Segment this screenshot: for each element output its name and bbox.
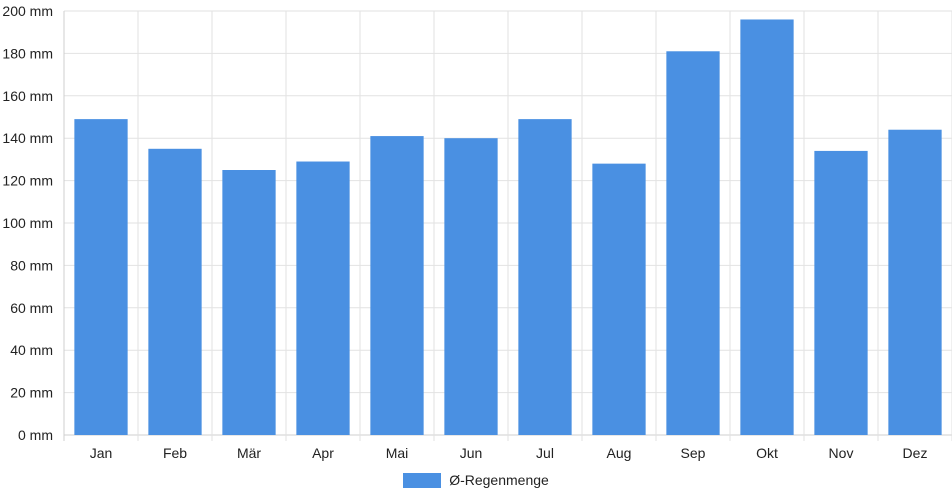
bar-feb <box>148 148 202 436</box>
x-axis-ticks: Jan Feb Mär Apr Mai Jun Jul Aug Sep Okt Nov Dez <box>90 445 928 461</box>
y-tick-label: 140 mm <box>2 130 53 146</box>
bar-jul <box>518 119 572 436</box>
x-tick-label: Mai <box>386 445 409 461</box>
y-tick-label: 0 mm <box>18 427 53 443</box>
x-tick-label: Sep <box>681 445 706 461</box>
x-tick-label: Okt <box>756 445 778 461</box>
y-axis-ticks: 0 mm 20 mm 40 mm 60 mm 80 mm 100 mm 120 mm 140 … <box>2 3 53 443</box>
bar-jun <box>444 138 498 435</box>
bar-okt <box>740 19 794 435</box>
x-tick-label: Feb <box>163 445 187 461</box>
bar-aug <box>592 163 646 435</box>
grid-lines <box>63 10 952 441</box>
y-tick-label: 200 mm <box>2 3 53 19</box>
bar-sep <box>666 51 720 435</box>
chart-canvas: 0 mm 20 mm 40 mm 60 mm 80 mm 100 mm 120 mm 140 … <box>2 3 952 461</box>
legend-swatch <box>403 472 442 488</box>
bar-mai <box>370 136 424 435</box>
x-tick-label: Mär <box>237 445 261 461</box>
x-tick-label: Jul <box>536 445 554 461</box>
x-tick-label: Jan <box>90 445 113 461</box>
y-tick-label: 80 mm <box>10 257 53 273</box>
x-tick-label: Apr <box>312 445 334 461</box>
y-tick-label: 60 mm <box>10 300 53 316</box>
bar-nov <box>814 150 868 436</box>
y-tick-label: 120 mm <box>2 173 53 189</box>
bar-mär <box>222 170 276 435</box>
bar-apr <box>296 161 350 435</box>
x-tick-label: Aug <box>607 445 632 461</box>
y-tick-label: 180 mm <box>2 45 53 61</box>
y-tick-label: 160 mm <box>2 88 53 104</box>
y-tick-label: 20 mm <box>10 385 53 401</box>
bar-series <box>74 19 942 436</box>
x-tick-label: Nov <box>829 445 854 461</box>
x-tick-label: Jun <box>460 445 483 461</box>
y-tick-label: 40 mm <box>10 342 53 358</box>
y-tick-label: 100 mm <box>2 215 53 231</box>
x-tick-label: Dez <box>903 445 928 461</box>
bar-jan <box>74 119 128 436</box>
bar-dez <box>888 129 942 435</box>
legend-label: Ø-Regenmenge <box>449 472 549 488</box>
legend: Ø-Regenmenge <box>0 472 952 488</box>
